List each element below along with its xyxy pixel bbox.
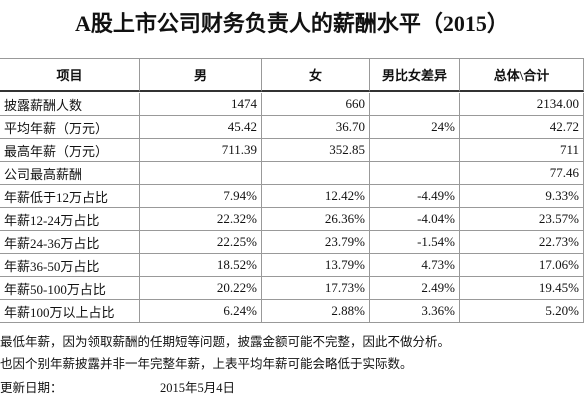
table-cell: 24% [370,116,460,139]
table-cell: -4.04% [370,208,460,231]
header-cell: 男比女差异 [370,58,460,92]
table-cell: 711 [460,139,584,162]
table-cell [370,93,460,116]
table-cell: 5.20% [460,300,584,323]
note: 也因个别年薪披露并非一年完整年薪，上表平均年薪可能会略低于实际数。 [0,357,413,371]
table-cell: -4.49% [370,185,460,208]
row-label: 最高年薪（万元） [0,139,140,162]
update-date: 2015年5月4日 [160,381,236,395]
table-cell: 36.70 [262,116,370,139]
update-label: 更新日期： [0,381,63,395]
table-cell: -1.54% [370,231,460,254]
table-cell: 7.94% [140,185,262,208]
table-cell: 18.52% [140,254,262,277]
table-cell: 77.46 [460,162,584,185]
row-label: 披露薪酬人数 [0,93,140,116]
header-cell: 女 [262,58,370,92]
row-label: 平均年薪（万元） [0,116,140,139]
table-cell: 23.57% [460,208,584,231]
row-label: 公司最高薪酬 [0,162,140,185]
table-cell: 17.73% [262,277,370,300]
table-cell [262,162,370,185]
table-cell: 4.73% [370,254,460,277]
title: A股上市公司财务负责人的薪酬水平（2015） [75,11,509,36]
row-label: 年薪50-100万占比 [0,277,140,300]
row-label: 年薪24-36万占比 [0,231,140,254]
table-cell: 2.49% [370,277,460,300]
header-cell: 总体\合计 [460,58,584,92]
table-cell: 6.24% [140,300,262,323]
table-cell: 2.88% [262,300,370,323]
table-cell: 3.36% [370,300,460,323]
table-cell: 2134.00 [460,93,584,116]
table-cell: 12.42% [262,185,370,208]
table-cell: 13.79% [262,254,370,277]
table-cell: 22.32% [140,208,262,231]
table-cell: 23.79% [262,231,370,254]
header-cell: 项目 [0,58,140,92]
table-cell [140,162,262,185]
table-cell [370,162,460,185]
table-cell: 9.33% [460,185,584,208]
table-cell: 660 [262,93,370,116]
table-cell [370,139,460,162]
table-cell: 45.42 [140,116,262,139]
table-cell: 42.72 [460,116,584,139]
header-cell: 男 [140,58,262,92]
table-cell: 711.39 [140,139,262,162]
table-cell: 17.06% [460,254,584,277]
note: 最低年薪，因为领取薪酬的任期短等问题，披露金额可能不完整，因此不做分析。 [0,335,451,349]
table-cell: 19.45% [460,277,584,300]
row-label: 年薪100万以上占比 [0,300,140,323]
table-cell: 26.36% [262,208,370,231]
table-cell: 352.85 [262,139,370,162]
row-label: 年薪低于12万占比 [0,185,140,208]
table-cell: 22.73% [460,231,584,254]
row-label: 年薪36-50万占比 [0,254,140,277]
table-cell: 1474 [140,93,262,116]
table-cell: 22.25% [140,231,262,254]
row-label: 年薪12-24万占比 [0,208,140,231]
table-cell: 20.22% [140,277,262,300]
